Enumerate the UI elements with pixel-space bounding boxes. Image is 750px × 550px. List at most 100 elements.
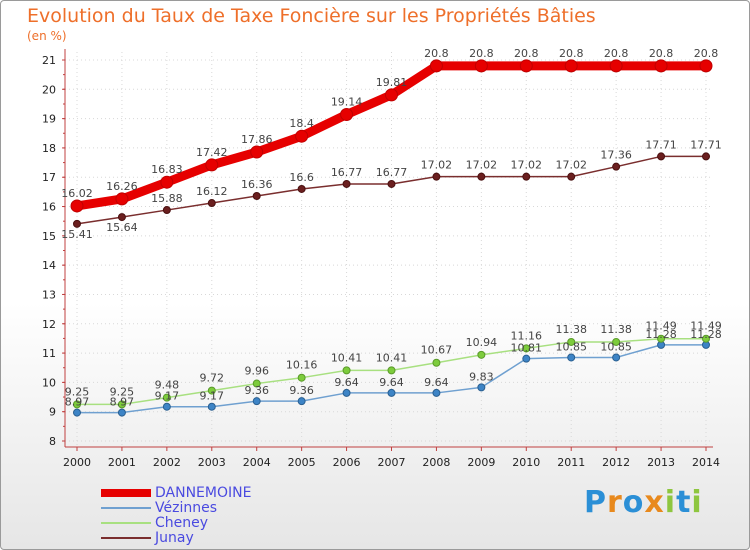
data-label: 11.38 xyxy=(600,323,632,336)
legend-label: Vézinnes xyxy=(155,500,217,516)
data-label: 20.8 xyxy=(469,47,494,60)
data-point xyxy=(432,388,441,397)
y-tick-label: 13 xyxy=(42,288,56,301)
legend-swatch xyxy=(101,489,151,497)
data-label: 18.4 xyxy=(289,117,314,130)
legend-label: Cheney xyxy=(155,515,209,531)
data-point xyxy=(609,59,623,73)
data-point xyxy=(702,152,710,161)
data-label: 16.77 xyxy=(376,166,408,179)
data-point xyxy=(657,334,666,343)
data-point xyxy=(340,108,354,122)
data-label: 17.71 xyxy=(645,138,677,151)
x-tick-label: 2003 xyxy=(198,456,226,469)
data-point xyxy=(252,379,261,388)
y-tick-label: 10 xyxy=(42,376,56,389)
data-point xyxy=(342,388,351,397)
x-tick-label: 2010 xyxy=(512,456,540,469)
data-label: 8.97 xyxy=(110,396,135,409)
data-point xyxy=(162,206,171,215)
data-point xyxy=(117,213,126,222)
data-point xyxy=(519,59,533,73)
data-label: 16.02 xyxy=(61,187,93,200)
data-label: 9.17 xyxy=(155,390,180,403)
data-label: 10.41 xyxy=(376,351,408,364)
y-tick-label: 12 xyxy=(42,318,56,331)
data-point xyxy=(564,59,578,73)
data-label: 10.94 xyxy=(466,336,498,349)
data-point xyxy=(522,344,531,353)
legend-label: DANNEMOINE xyxy=(155,485,252,501)
data-label: 16.6 xyxy=(289,171,314,184)
data-label: 20.8 xyxy=(604,47,629,60)
data-label: 10.41 xyxy=(331,351,363,364)
data-point xyxy=(252,191,261,200)
data-point xyxy=(117,408,126,417)
data-label: 9.96 xyxy=(244,365,269,378)
data-point xyxy=(474,59,488,73)
legend-item: Vézinnes xyxy=(101,500,301,516)
data-point xyxy=(429,59,443,73)
logo-letter: P xyxy=(584,485,607,520)
data-label: 11.28 xyxy=(645,328,677,341)
data-point xyxy=(297,184,306,193)
y-tick-label: 18 xyxy=(42,142,56,155)
data-label: 17.02 xyxy=(421,159,453,172)
data-label: 10.81 xyxy=(511,342,543,355)
data-label: 10.85 xyxy=(555,340,587,353)
data-point xyxy=(702,334,710,343)
x-tick-label: 2002 xyxy=(153,456,181,469)
data-label: 9.36 xyxy=(244,384,269,397)
chart-subtitle: (en %) xyxy=(27,29,67,43)
data-label: 9.25 xyxy=(110,385,135,398)
legend-swatch xyxy=(101,507,151,509)
logo-letter: i xyxy=(691,485,703,520)
x-tick-label: 2011 xyxy=(557,456,585,469)
data-point xyxy=(73,219,81,228)
data-point xyxy=(477,383,486,392)
data-label: 11.38 xyxy=(555,323,587,336)
logo-letter: i xyxy=(664,485,677,520)
data-point xyxy=(205,158,219,172)
data-point xyxy=(162,393,171,402)
data-point xyxy=(699,59,713,73)
proxiti-logo: Proxiti xyxy=(584,485,703,520)
y-tick-label: 9 xyxy=(49,406,56,419)
data-label: 19.14 xyxy=(331,96,363,109)
y-tick-label: 11 xyxy=(42,347,56,360)
data-label: 10.67 xyxy=(421,344,453,357)
data-point xyxy=(342,366,351,375)
data-label: 10.85 xyxy=(600,340,632,353)
data-point xyxy=(387,388,396,397)
data-label: 20.8 xyxy=(559,47,584,60)
x-tick-label: 2013 xyxy=(647,456,675,469)
data-point xyxy=(297,397,306,406)
y-tick-label: 8 xyxy=(49,435,56,448)
x-tick-label: 2004 xyxy=(243,456,271,469)
data-point xyxy=(654,59,668,73)
data-label: 15.64 xyxy=(106,221,138,234)
data-label: 17.36 xyxy=(600,149,632,162)
data-label: 17.42 xyxy=(196,146,228,159)
y-tick-label: 16 xyxy=(42,201,56,214)
y-tick-label: 14 xyxy=(42,259,56,272)
data-label: 17.02 xyxy=(555,159,587,172)
data-point xyxy=(207,386,216,395)
data-point xyxy=(207,402,216,411)
data-point xyxy=(73,400,81,409)
data-label: 19.81 xyxy=(376,76,408,89)
data-label: 16.12 xyxy=(196,185,228,198)
data-point xyxy=(73,408,81,417)
legend-swatch xyxy=(101,537,151,539)
legend-item: Cheney xyxy=(101,515,301,531)
data-point xyxy=(295,129,309,143)
data-point xyxy=(387,179,396,188)
data-label: 9.64 xyxy=(424,376,449,389)
data-point xyxy=(387,366,396,375)
data-label: 17.86 xyxy=(241,133,273,146)
y-tick-label: 19 xyxy=(42,113,56,126)
data-point xyxy=(657,152,666,161)
data-point xyxy=(162,402,171,411)
data-label: 10.16 xyxy=(286,359,318,372)
x-tick-label: 2012 xyxy=(602,456,630,469)
